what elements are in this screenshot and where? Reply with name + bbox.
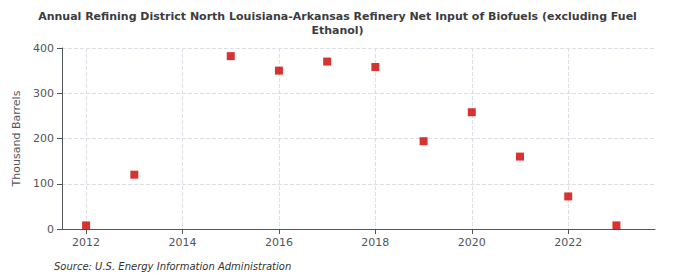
svg-text:300: 300 (33, 87, 54, 100)
svg-text:2022: 2022 (554, 236, 582, 249)
svg-text:2012: 2012 (72, 236, 100, 249)
svg-text:400: 400 (33, 42, 54, 55)
svg-text:2018: 2018 (361, 236, 389, 249)
svg-text:Ethanol): Ethanol) (311, 24, 363, 37)
svg-text:Source: U.S. Energy Informatio: Source: U.S. Energy Information Administ… (54, 261, 291, 272)
svg-text:200: 200 (33, 132, 54, 145)
svg-text:100: 100 (33, 177, 54, 190)
svg-text:Annual Refining District North: Annual Refining District North Louisiana… (38, 10, 637, 23)
svg-text:2016: 2016 (265, 236, 293, 249)
svg-text:2020: 2020 (458, 236, 486, 249)
svg-text:2014: 2014 (169, 236, 197, 249)
svg-text:0: 0 (47, 223, 54, 236)
svg-text:Thousand Barrels: Thousand Barrels (10, 90, 23, 187)
